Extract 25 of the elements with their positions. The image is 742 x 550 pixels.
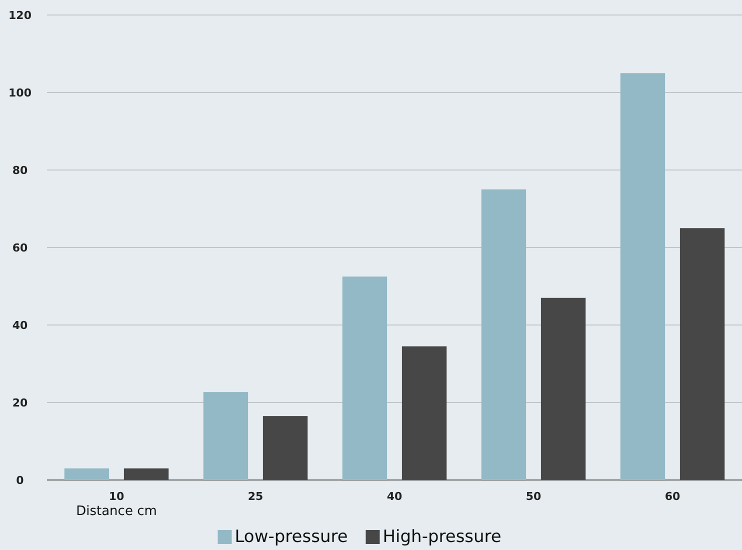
x-tick-label: 40 bbox=[386, 490, 402, 503]
x-tick-label: 60 bbox=[664, 490, 680, 503]
bar bbox=[124, 468, 169, 480]
y-tick-label: 100 bbox=[8, 86, 32, 100]
y-tick-label: 80 bbox=[12, 164, 28, 177]
y-tick-label: 120 bbox=[8, 8, 32, 22]
bar bbox=[540, 298, 586, 480]
bar bbox=[203, 392, 248, 480]
legend-label: High-pressure bbox=[382, 527, 502, 547]
bar bbox=[481, 189, 526, 480]
x-axis-title: Distance cm bbox=[76, 504, 157, 519]
y-tick-label: 60 bbox=[12, 241, 28, 254]
y-tick-label: 20 bbox=[12, 396, 28, 410]
legend-label: Low-pressure bbox=[234, 527, 348, 547]
bar bbox=[262, 416, 308, 480]
bar bbox=[64, 468, 110, 480]
y-tick-label: 0 bbox=[16, 474, 24, 487]
x-tick-label: 25 bbox=[248, 490, 264, 503]
bar bbox=[620, 73, 666, 480]
bar bbox=[680, 228, 725, 480]
x-tick-label: 10 bbox=[108, 490, 124, 503]
bar bbox=[342, 276, 388, 480]
y-tick-label: 40 bbox=[12, 318, 28, 332]
x-tick-label: 50 bbox=[526, 490, 542, 503]
bar bbox=[402, 346, 447, 480]
